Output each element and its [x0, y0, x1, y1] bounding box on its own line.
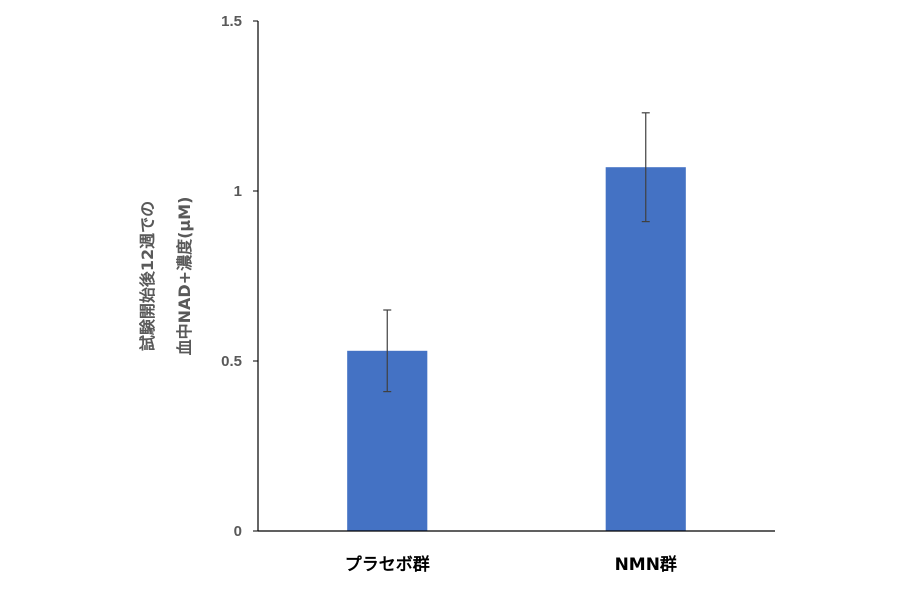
y-axis-title-line-2: 血中NAD+濃度(μM): [175, 197, 194, 356]
x-axis-categories: プラセボ群 NMN群: [345, 554, 677, 575]
bar-2: [605, 167, 686, 531]
y-tick-label: 0: [234, 523, 242, 540]
category-label-1: プラセボ群: [345, 554, 430, 575]
axes: [257, 21, 775, 532]
y-tick-label: 0.5: [221, 353, 242, 370]
y-axis-title: 試験開始後12週での 血中NAD+濃度(μM): [138, 197, 194, 356]
bars: [347, 167, 686, 531]
y-tick-label: 1.5: [221, 13, 242, 30]
category-label-2: NMN群: [615, 554, 677, 575]
y-axis-ticks: 0 0.5 1 1.5: [221, 13, 258, 540]
y-axis-title-line-1: 試験開始後12週での: [138, 201, 157, 351]
y-tick-label: 1: [234, 183, 242, 200]
error-bars: [383, 112, 650, 393]
